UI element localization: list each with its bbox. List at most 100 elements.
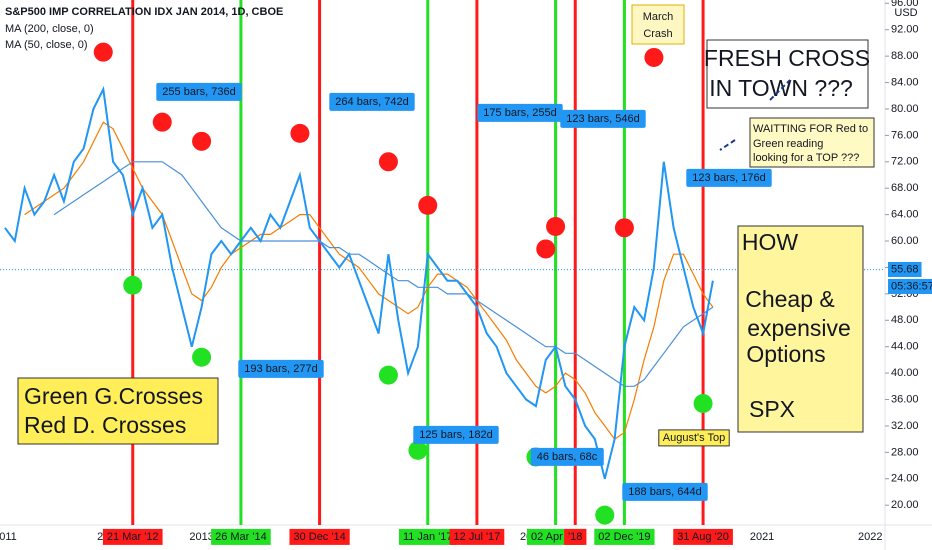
- y-tick-label: 60.00: [891, 235, 919, 247]
- label-box: [564, 528, 587, 545]
- note-text: HOW: [742, 229, 799, 255]
- y-tick-label: 28.00: [891, 446, 919, 458]
- x-tick-label: 2021: [750, 531, 774, 543]
- note-text: FRESH CROSS: [704, 45, 870, 71]
- label-box: [398, 528, 457, 545]
- arrow: [719, 139, 736, 151]
- event-label: 31 Aug '20: [677, 531, 729, 543]
- label-box: [289, 528, 350, 545]
- bar-count: 123 bars, 176d: [692, 172, 765, 184]
- cross-marker: [595, 505, 615, 525]
- y-tick-label: 48.00: [891, 314, 919, 326]
- cross-marker: [152, 112, 172, 132]
- series-line: [24, 121, 714, 441]
- label-box: [594, 528, 655, 545]
- label-box: [102, 528, 163, 545]
- cross-marker: [536, 239, 556, 259]
- x-tick-label: 2011: [0, 531, 17, 543]
- y-tick-label: 76.00: [891, 129, 919, 141]
- series-line: [53, 161, 714, 387]
- event-label: 02 Dec '19: [598, 531, 650, 543]
- label-box: [449, 528, 505, 545]
- note-text: SPX: [749, 396, 795, 422]
- y-tick-label: 96.00: [891, 0, 919, 9]
- note-box: [737, 225, 864, 433]
- y-tick-label: 20.00: [891, 499, 919, 511]
- y-tick-label: 88.00: [891, 50, 919, 62]
- bar-count: 125 bars, 182d: [419, 429, 492, 441]
- event-label: '18: [568, 531, 582, 543]
- bar-count: 188 bars, 644d: [628, 486, 701, 498]
- note-box: [17, 377, 219, 445]
- series-line: [4, 85, 714, 480]
- label-box: [477, 103, 563, 122]
- cross-marker: [192, 131, 212, 151]
- y-tick-label: 80.00: [891, 103, 919, 115]
- label-box: [888, 261, 922, 277]
- note-text: Cheap &: [745, 286, 835, 312]
- bar-count: 175 bars, 255d: [483, 107, 556, 119]
- cross-marker: [408, 440, 428, 460]
- y-tick-label: 68.00: [891, 182, 919, 194]
- note-text: Crash: [643, 28, 672, 40]
- label-box: [622, 482, 708, 501]
- cross-marker: [614, 218, 634, 238]
- note-box: [631, 4, 685, 45]
- label-box: [211, 528, 271, 545]
- y-tick-label: 36.00: [891, 393, 919, 405]
- cross-marker: [93, 42, 113, 62]
- y-tick-label: 84.00: [891, 76, 919, 88]
- label-box: [413, 425, 499, 444]
- label-box: [686, 168, 772, 187]
- cross-marker: [546, 217, 566, 237]
- event-label: 30 Dec '14: [293, 531, 345, 543]
- note-text: Options: [746, 341, 825, 367]
- countdown: 05:36:57: [891, 280, 932, 292]
- bar-count: 123 bars, 546d: [566, 113, 639, 125]
- cross-marker: [192, 347, 212, 367]
- note-text: Red D. Crosses: [24, 412, 186, 438]
- note-text: Green reading: [753, 138, 823, 150]
- cross-marker: [378, 365, 398, 385]
- y-tick-label: 92.00: [891, 24, 919, 36]
- note-box: [749, 117, 875, 168]
- event-label: 11 Jan '17: [403, 531, 453, 543]
- bar-count: 193 bars, 277d: [244, 363, 317, 375]
- bar-count: 255 bars, 736d: [162, 86, 235, 98]
- legend-entry: MA (50, close, 0): [5, 39, 88, 51]
- y-tick-label: 40.00: [891, 367, 919, 379]
- event-label: 26 Mar '14: [215, 531, 267, 543]
- label-box: [658, 429, 730, 447]
- label-box: [530, 447, 604, 466]
- note-text: expensive: [747, 315, 851, 341]
- y-tick-label: 72.00: [891, 156, 919, 168]
- note-text: March: [643, 11, 674, 23]
- label-box: [329, 92, 415, 111]
- label-box: [560, 109, 646, 128]
- price-label: 55.68: [891, 263, 919, 275]
- event-label: 12 Jul '17: [454, 531, 501, 543]
- label-box: [888, 278, 932, 294]
- note-text: looking for a TOP ???: [753, 152, 859, 164]
- y-tick-label: 44.00: [891, 341, 919, 353]
- label-box: [156, 82, 242, 101]
- legend-entry: MA (200, close, 0): [5, 23, 94, 35]
- cross-marker: [290, 123, 310, 143]
- y-tick-label: 64.00: [891, 209, 919, 221]
- cross-marker: [693, 393, 713, 413]
- bar-count: 264 bars, 742d: [335, 96, 408, 108]
- y-tick-label: 32.00: [891, 420, 919, 432]
- currency: USD: [894, 7, 917, 19]
- cross-marker: [418, 195, 438, 215]
- x-tick-label: 2022: [858, 531, 882, 543]
- note-box: [706, 39, 869, 109]
- note-text: Green G.Crosses: [24, 383, 203, 409]
- bar-count: 46 bars, 68c: [537, 451, 598, 463]
- label-box: [673, 528, 733, 545]
- note-text: August's Top: [663, 432, 725, 444]
- chart-title: S&P500 IMP CORRELATION IDX JAN 2014, 1D,…: [5, 6, 283, 18]
- y-tick-label: 24.00: [891, 473, 919, 485]
- cross-marker: [644, 47, 664, 67]
- cross-marker: [123, 275, 143, 295]
